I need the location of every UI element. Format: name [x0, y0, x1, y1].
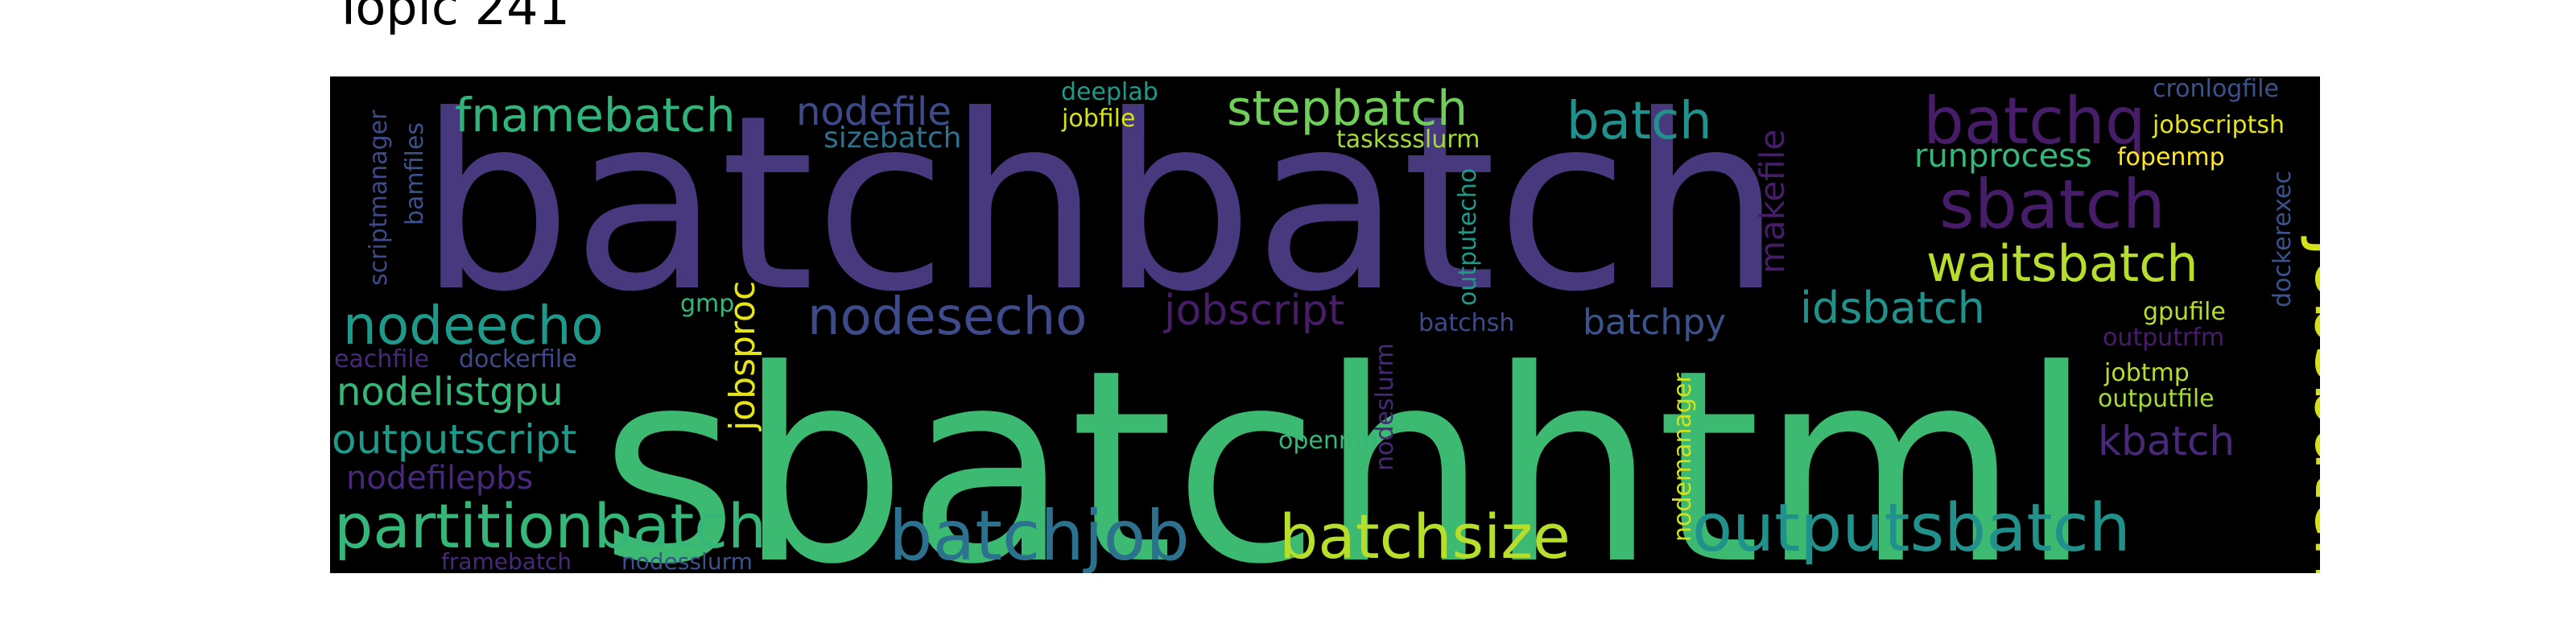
- word-eachfile: eachfile: [334, 345, 429, 374]
- word-outputecho: outputecho: [1454, 168, 1482, 306]
- word-cronlogfile: cronlogfile: [2153, 76, 2279, 103]
- word-openmp: openmp: [1278, 427, 1377, 455]
- word-deeplab: deeplab: [1061, 78, 1158, 106]
- word-scriptmanager: scriptmanager: [365, 109, 393, 286]
- word-jobsbatch: jobsbatch: [2299, 236, 2320, 573]
- word-nodesecho: nodesecho: [807, 287, 1087, 347]
- word-gmp: gmp: [680, 290, 734, 318]
- word-jobtmp: jobtmp: [2103, 359, 2190, 387]
- word-sbatch: sbatch: [1939, 165, 2165, 244]
- word-waitsbatch: waitsbatch: [1926, 234, 2198, 293]
- word-nodemanager: nodemanager: [1669, 373, 1697, 542]
- word-cloud-canvas: batchbatch sbatchhtml batchq sbatch wait…: [332, 76, 2320, 573]
- word-batchbatch: batchbatch: [419, 76, 1782, 345]
- word-outputrfm: outputrfm: [2103, 324, 2224, 352]
- word-batchpy: batchpy: [1583, 302, 1726, 343]
- word-fnamebatch: fnamebatch: [455, 88, 736, 142]
- word-cloud: batchbatch sbatchhtml batchq sbatch wait…: [330, 76, 2320, 573]
- word-outputscript: outputscript: [332, 416, 576, 463]
- word-batch: batch: [1567, 92, 1712, 151]
- word-taskssslurm: taskssslurm: [1336, 126, 1480, 154]
- word-jobsproc: jobsproc: [722, 281, 763, 431]
- word-makefile: makefile: [1752, 130, 1792, 274]
- word-stepbatch: stepbatch: [1227, 80, 1468, 137]
- word-outputfile: outputfile: [2098, 385, 2215, 413]
- word-batchjob: batchjob: [889, 496, 1190, 573]
- word-kbatch: kbatch: [2098, 418, 2235, 464]
- word-sbatchhtml: sbatchhtml: [600, 313, 2093, 573]
- figure-title: Topic 241: [333, 0, 570, 36]
- word-sizebatch: sizebatch: [824, 122, 961, 155]
- word-runprocess: runprocess: [1914, 138, 2092, 175]
- word-batchq: batchq: [1923, 84, 2146, 159]
- word-framebatch: framebatch: [441, 548, 572, 573]
- word-jobscript: jobscript: [1163, 287, 1344, 335]
- word-batchsize: batchsize: [1279, 501, 1571, 572]
- word-nodeecho: nodeecho: [343, 295, 604, 357]
- word-nodefilepbs: nodefilepbs: [346, 460, 533, 497]
- word-dockerfile: dockerfile: [459, 345, 577, 374]
- word-outputsbatch: outputsbatch: [1692, 490, 2131, 567]
- word-idsbatch: idsbatch: [1800, 283, 1985, 333]
- word-nodesslurm: nodesslurm: [621, 548, 753, 573]
- word-partitionbatch: partitionbatch: [334, 490, 766, 562]
- word-nodefile: nodefile: [796, 89, 952, 134]
- word-dockerexec: dockerexec: [2268, 171, 2297, 308]
- word-nodelistgpu: nodelistgpu: [336, 369, 564, 415]
- word-bamfiles: bamfiles: [401, 122, 429, 225]
- word-batchsh: batchsh: [1418, 309, 1514, 337]
- word-jobfile: jobfile: [1061, 105, 1135, 133]
- word-jobscriptsh: jobscriptsh: [2152, 111, 2285, 139]
- word-gpufile: gpufile: [2143, 298, 2226, 326]
- word-nodeslurm: nodeslurm: [1371, 343, 1399, 471]
- word-fopenmp: fopenmp: [2117, 143, 2225, 171]
